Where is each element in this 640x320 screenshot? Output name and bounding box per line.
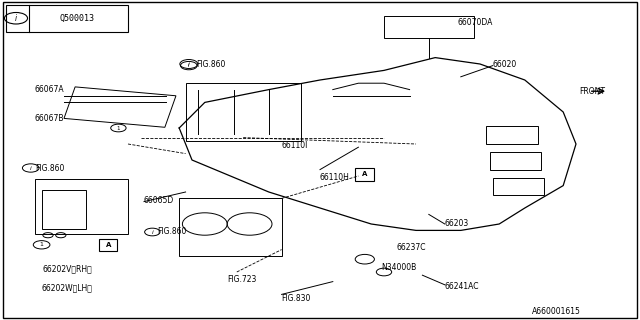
Bar	[486, 126, 538, 144]
Text: 66067A: 66067A	[35, 85, 64, 94]
Text: A: A	[106, 242, 111, 248]
Text: i: i	[15, 14, 17, 23]
Text: 1: 1	[40, 242, 44, 247]
Text: 66065D: 66065D	[144, 196, 174, 204]
Bar	[186, 83, 301, 141]
Text: FRONT: FRONT	[579, 87, 605, 96]
Text: FIG.723: FIG.723	[227, 276, 257, 284]
Text: A660001615: A660001615	[532, 308, 581, 316]
Text: N34000B: N34000B	[381, 263, 416, 272]
Bar	[35, 179, 128, 234]
Bar	[6, 5, 128, 32]
Text: i: i	[30, 165, 31, 171]
Text: 66020: 66020	[493, 60, 517, 68]
Text: FIG.830: FIG.830	[282, 294, 311, 303]
Text: 66110H: 66110H	[320, 173, 350, 182]
Text: 66070DA: 66070DA	[458, 18, 493, 27]
Text: 66237C: 66237C	[397, 244, 426, 252]
Text: A: A	[362, 172, 367, 177]
Text: 66241AC: 66241AC	[445, 282, 479, 291]
Text: 66110I: 66110I	[282, 141, 308, 150]
Text: 1: 1	[116, 125, 120, 131]
Text: 66202V〈RH〉: 66202V〈RH〉	[42, 264, 92, 273]
Bar	[42, 190, 86, 229]
Text: FIG.860: FIG.860	[157, 228, 186, 236]
Text: FIG.860: FIG.860	[196, 60, 226, 68]
Text: 66203: 66203	[445, 220, 469, 228]
Bar	[99, 239, 117, 251]
Text: i: i	[188, 63, 189, 68]
Text: i: i	[188, 61, 189, 67]
Bar	[493, 178, 544, 195]
Bar	[179, 198, 282, 256]
Bar	[384, 16, 474, 38]
Text: 66202W〈LH〉: 66202W〈LH〉	[42, 284, 93, 292]
Text: 66067B: 66067B	[35, 114, 64, 123]
Bar	[355, 168, 374, 181]
Text: Q500013: Q500013	[60, 14, 94, 23]
Text: FIG.860: FIG.860	[35, 164, 65, 172]
Text: i: i	[152, 229, 153, 235]
Bar	[64, 87, 176, 127]
Bar	[490, 152, 541, 170]
